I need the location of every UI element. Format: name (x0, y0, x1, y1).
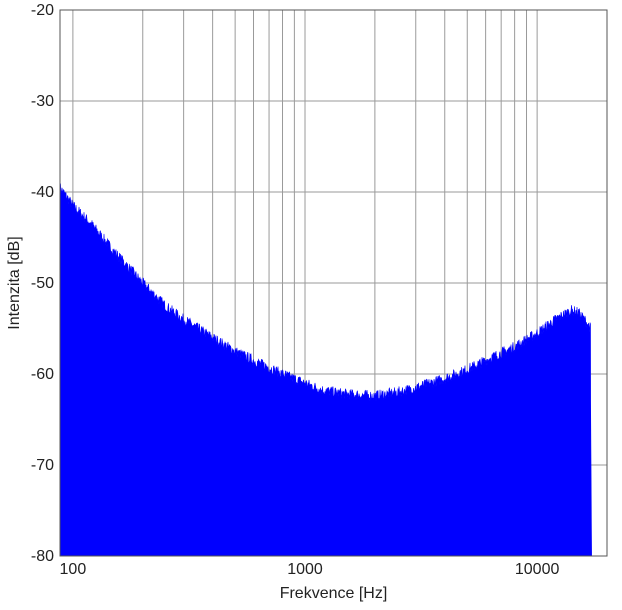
y-axis-title: Intenzita [dB] (6, 236, 23, 329)
x-tick-label: 10000 (515, 561, 560, 578)
y-tick-labels: -20 -30 -40 -50 -60 -70 -80 (31, 2, 54, 565)
data-area (59, 183, 592, 557)
plot-frame (59, 9, 608, 557)
y-tick-label: -40 (31, 184, 54, 201)
x-tick-label: 1000 (287, 561, 323, 578)
y-tick-label: -50 (31, 275, 54, 292)
y-tick-label: -80 (31, 548, 54, 565)
intensity-area (59, 183, 592, 557)
x-axis-title: Frekvence [Hz] (280, 585, 388, 602)
x-tick-label: 100 (60, 561, 87, 578)
y-tick-label: -30 (31, 93, 54, 110)
x-tick-labels: 100 1000 10000 (60, 561, 560, 578)
y-tick-label: -70 (31, 457, 54, 474)
y-tick-label: -60 (31, 366, 54, 383)
y-tick-label: -20 (31, 2, 54, 19)
